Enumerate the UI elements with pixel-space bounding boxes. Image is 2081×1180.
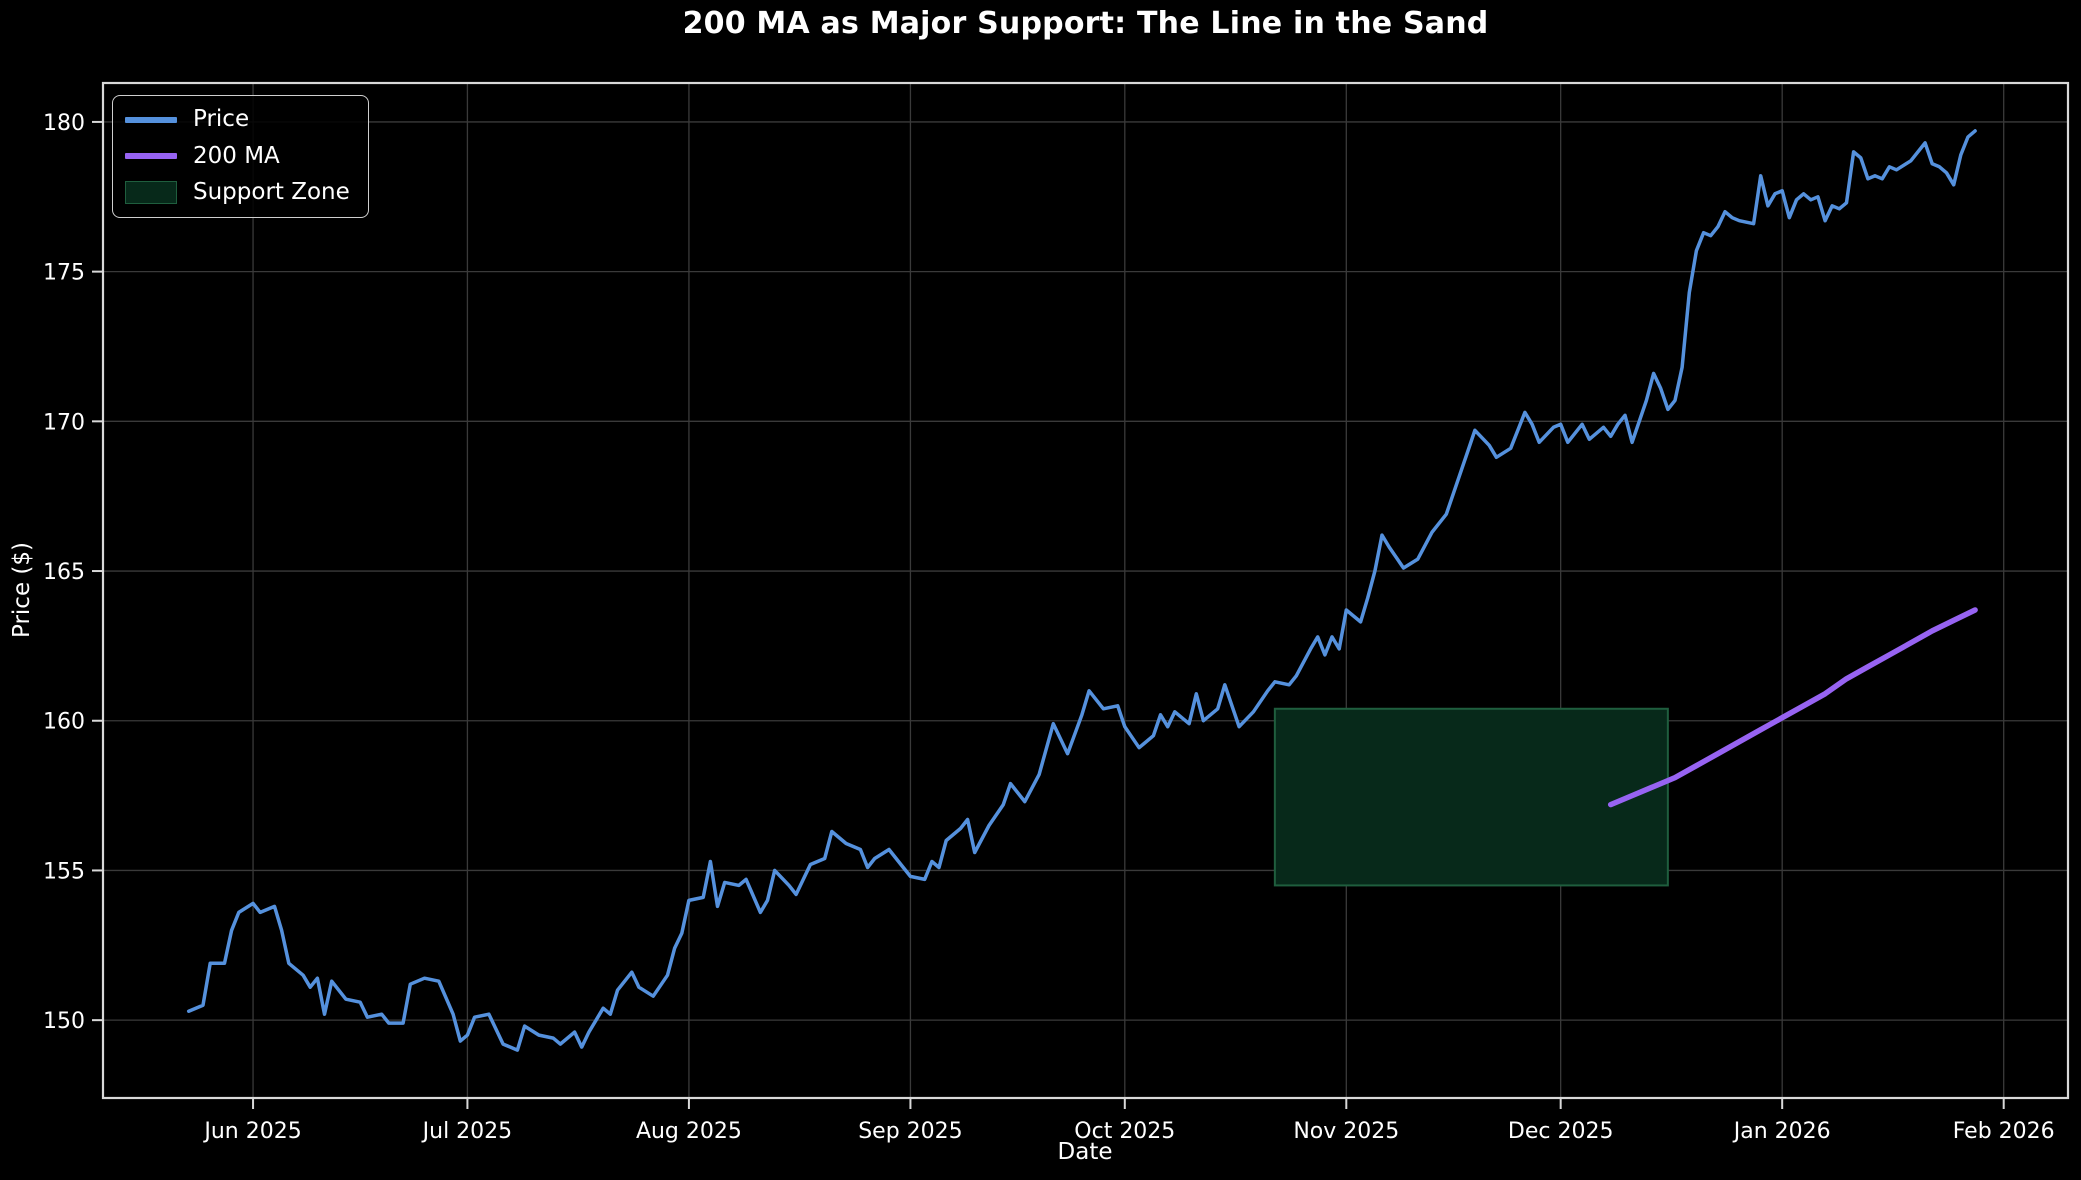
x-tick-label: Jul 2025: [421, 1119, 513, 1144]
y-tick-label: 180: [43, 111, 85, 136]
legend-item-zone: Support Zone: [125, 179, 350, 207]
price-line: [186, 129, 1977, 1052]
price-line-swatch-icon: [125, 116, 177, 123]
ma-line: [1607, 607, 1978, 808]
x-tick-label: Dec 2025: [1508, 1119, 1614, 1144]
y-tick-label: 155: [43, 859, 85, 884]
x-tick-label: Nov 2025: [1293, 1119, 1399, 1144]
x-tick-label: Jan 2026: [1732, 1119, 1831, 1144]
legend-item-price: Price: [125, 106, 350, 134]
x-tick-label: Sep 2025: [858, 1119, 962, 1144]
y-axis-label: Price ($): [9, 542, 35, 638]
legend-item-ma: 200 MA: [125, 143, 350, 171]
x-tick-label: Feb 2026: [1953, 1119, 2055, 1144]
x-tick-label: Aug 2025: [636, 1119, 742, 1144]
legend-label-price: Price: [193, 106, 250, 132]
y-tick-label: 160: [43, 710, 85, 735]
support-zone-swatch-icon: [125, 181, 177, 205]
y-tick-label: 175: [43, 261, 85, 286]
legend-label-ma: 200 MA: [193, 142, 280, 169]
ma-line-swatch-icon: [125, 153, 177, 160]
y-tick-label: 150: [43, 1009, 85, 1034]
support-zone-rect: [1273, 707, 1669, 887]
y-tick-label: 165: [43, 560, 85, 585]
plot-border: [101, 81, 2070, 1100]
legend: Price 200 MA Support Zone: [112, 95, 369, 218]
chart-title: 200 MA as Major Support: The Line in the…: [682, 6, 1489, 41]
y-tick-label: 170: [43, 410, 85, 435]
x-axis-label: Date: [1057, 1139, 1113, 1165]
x-tick-label: Oct 2025: [1074, 1119, 1175, 1144]
legend-label-zone: Support Zone: [193, 179, 350, 206]
x-tick-label: Jun 2025: [202, 1119, 301, 1144]
